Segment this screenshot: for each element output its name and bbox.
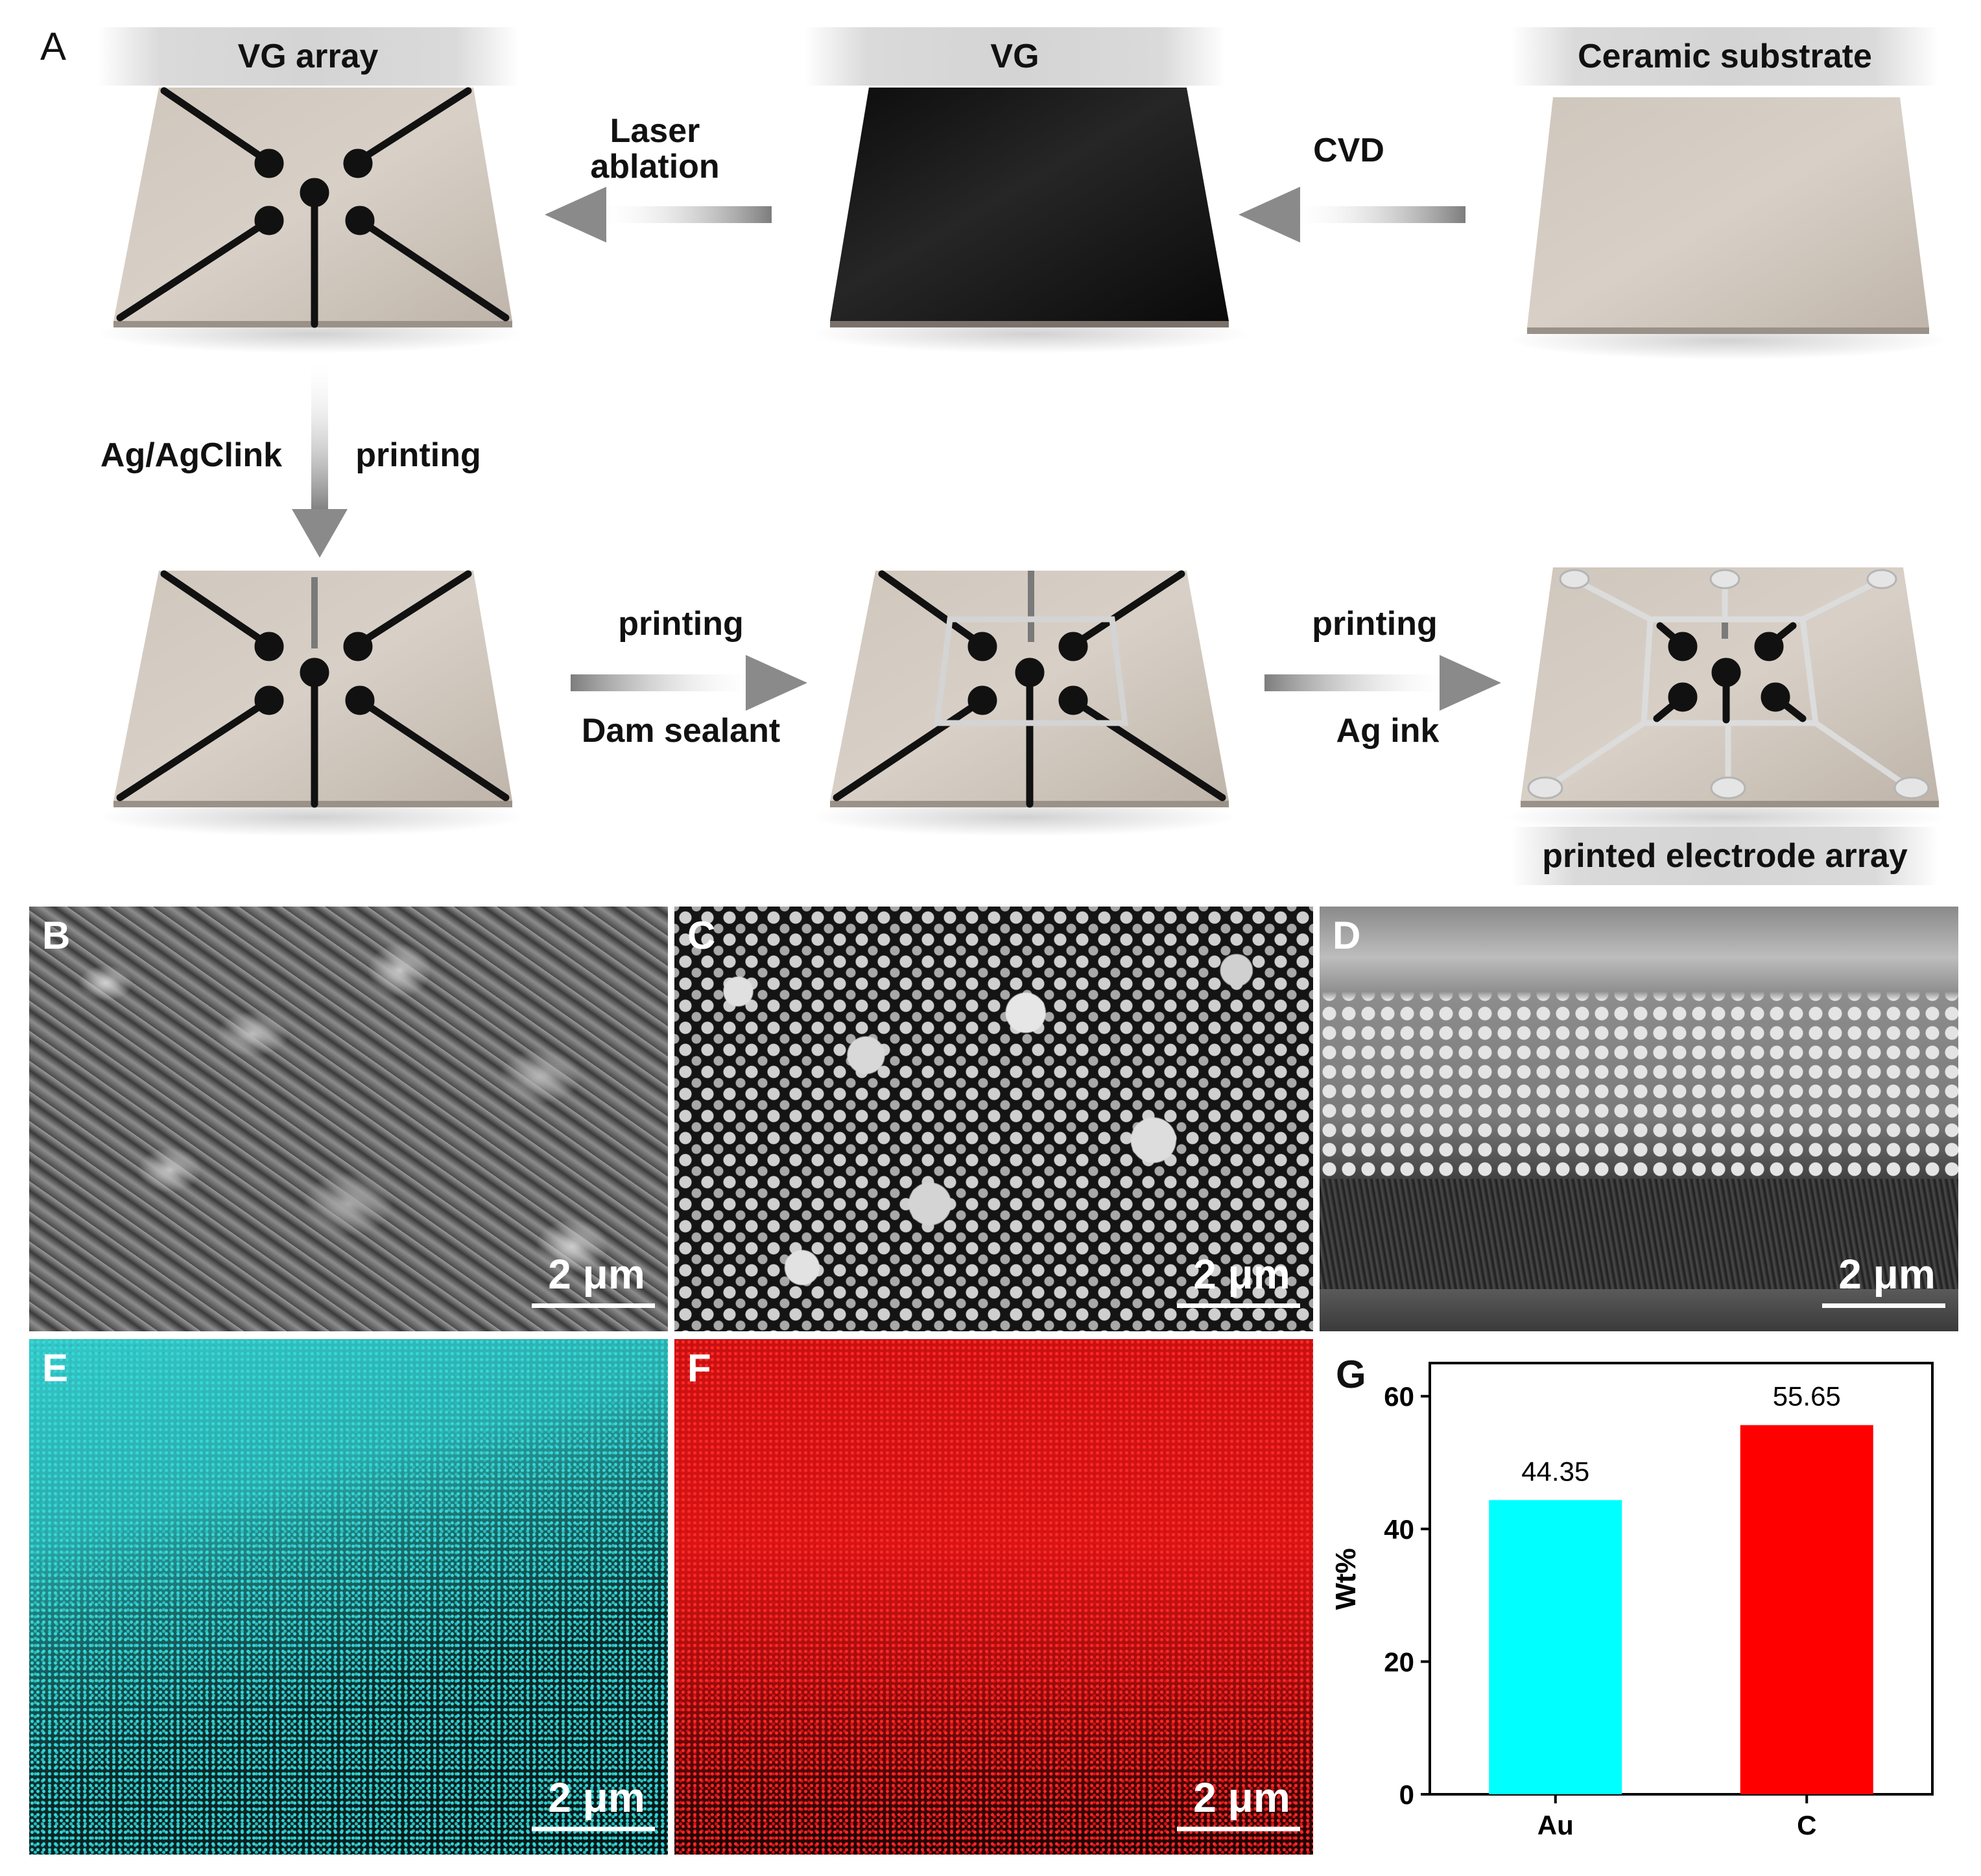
scale-label-e: 2 μm [548,1774,645,1821]
plate-dam-sealant [811,570,1239,837]
step-ag-printing-label: printing [1312,605,1438,643]
step-ag-agcl-printing-label: printing [355,436,481,474]
step-dam-sealant-label: Dam sealant [581,712,781,750]
scale-label-d: 2 μm [1838,1251,1936,1298]
scale-label-c: 2 μm [1193,1251,1290,1298]
scale-label-f: 2 μm [1193,1774,1290,1821]
eds-map-e: E 2 μm [29,1339,668,1855]
arrow-laser-ablation [545,187,772,243]
plate-vg-array [97,87,525,353]
step-cvd-label: CVD [1313,132,1384,169]
arrow-ag-ink [1264,655,1501,711]
y-tick-label: 40 [1384,1514,1414,1545]
panel-label-b: B [42,914,71,957]
step-dam-printing-label: printing [618,605,744,643]
schematic-drawing [97,87,1949,837]
step-laser-label-2: ablation [590,148,720,185]
scale-bar-c [1177,1303,1300,1308]
header-vg-array: VG array [97,27,519,86]
plate-printed-electrode-array [1504,567,1945,837]
header-ceramic-substrate: Ceramic substrate [1511,27,1939,86]
data-label-au: 44.35 [1521,1456,1589,1486]
sem-image-c: C 2 μm [674,907,1313,1331]
step-laser-label-1: Laser [610,112,700,150]
plate-ceramic-substrate [1508,97,1949,360]
x-tick-label-c: C [1797,1810,1816,1840]
scale-label-b: 2 μm [548,1251,645,1298]
scale-bar-f [1177,1827,1300,1831]
step-ag-agcl-ink-label: Ag/AgClink [100,436,283,474]
y-tick-label: 0 [1399,1779,1414,1810]
scale-bar-e [532,1827,655,1831]
header-vg: VG [804,27,1226,86]
bar-c [1740,1425,1873,1794]
scale-bar-b [532,1303,655,1308]
sem-image-d: D 2 μm [1320,907,1958,1331]
panel-label-a: A [40,25,67,68]
panel-label-e: E [42,1346,69,1390]
x-tick-label-au: Au [1537,1810,1574,1840]
y-tick-label: 20 [1384,1646,1414,1677]
arrow-cvd [1239,187,1465,243]
data-label-c: 55.65 [1773,1381,1841,1412]
sem-d-substrate-layer [1320,1289,1958,1331]
chart-ylabel: Wt% [1330,1548,1362,1609]
panel-label-c: C [687,914,716,957]
arrow-dam-sealant [571,655,807,711]
arrow-ag-agcl-printing [292,363,348,558]
plate-vg [811,88,1251,353]
sem-d-crosssection-layer [1320,1179,1958,1289]
y-tick-label: 60 [1384,1381,1414,1412]
scale-bar-d [1822,1303,1945,1308]
panel-label-d: D [1333,914,1361,957]
eds-map-f: F 2 μm [674,1339,1313,1855]
printed-electrode-array-label: printed electrode array [1511,827,1939,885]
panel-label-f: F [687,1346,711,1390]
panel-label-g: G [1336,1353,1366,1396]
step-ag-ink-label: Ag ink [1336,712,1440,750]
bar-chart-g: 44.35 55.65 0 20 40 60 Au C Wt% [1330,1362,1934,1840]
plate-ag-agcl [97,570,525,837]
bar-au [1489,1500,1622,1794]
sem-image-b: B 2 μm [29,907,668,1331]
